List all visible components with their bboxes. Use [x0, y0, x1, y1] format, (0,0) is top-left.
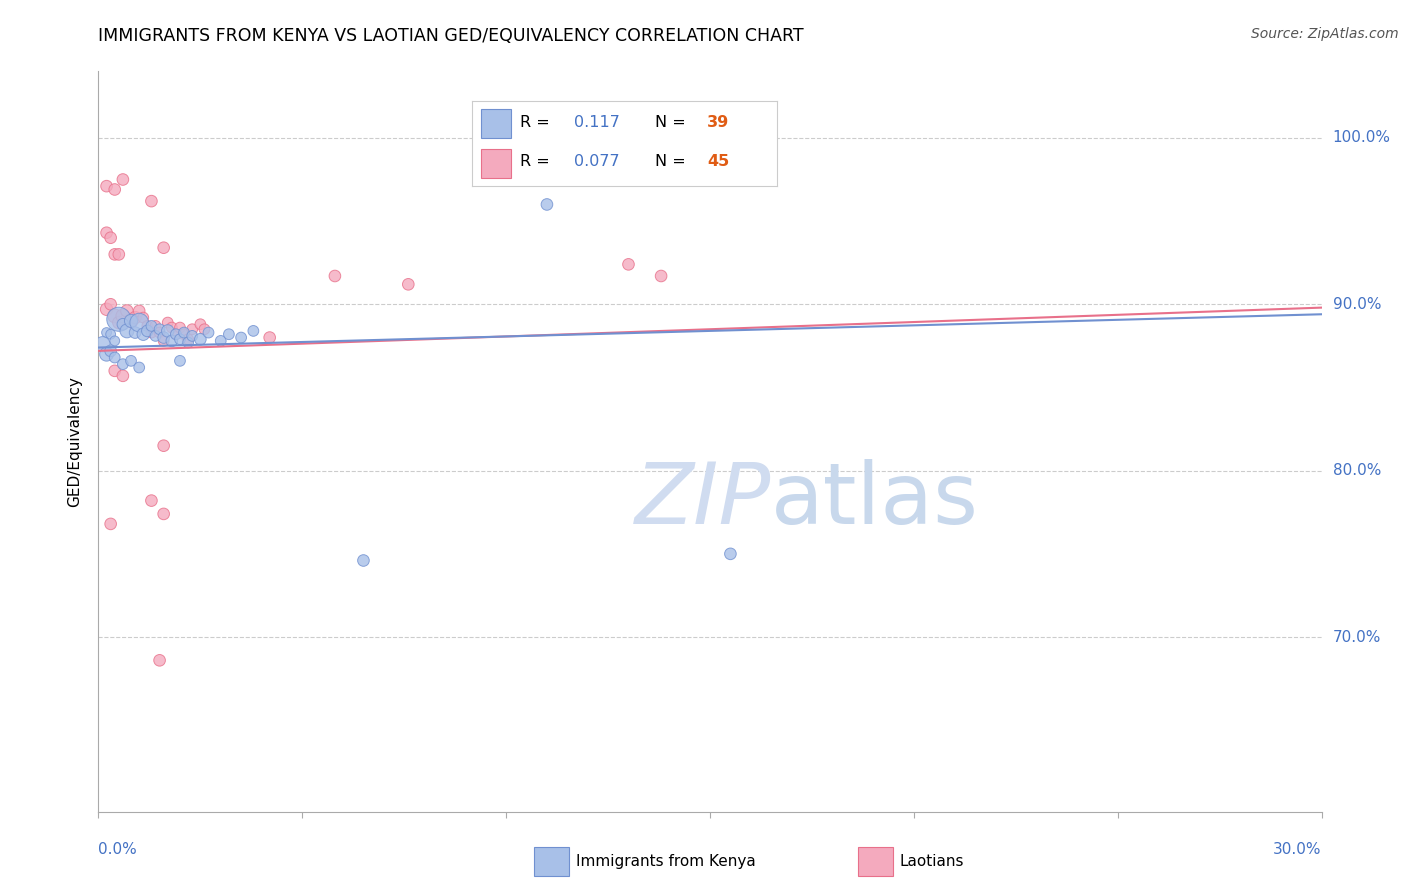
Point — [128, 316, 150, 330]
Point — [96, 302, 118, 317]
Point — [152, 439, 174, 453]
Point — [160, 334, 183, 348]
Point — [323, 268, 346, 283]
Point — [181, 329, 204, 343]
Point — [209, 334, 232, 348]
Point — [149, 653, 172, 667]
Point — [100, 297, 122, 311]
Point — [165, 327, 187, 342]
Text: 80.0%: 80.0% — [1333, 463, 1381, 478]
Point — [169, 332, 191, 346]
Point — [141, 318, 163, 333]
Text: 0.0%: 0.0% — [98, 842, 138, 857]
Point — [617, 257, 640, 271]
Point — [120, 354, 142, 368]
Point — [718, 547, 742, 561]
Text: atlas: atlas — [772, 459, 979, 542]
Point — [173, 326, 195, 340]
Point — [108, 316, 131, 330]
Point — [145, 329, 167, 343]
Text: 30.0%: 30.0% — [1274, 842, 1322, 857]
Text: 100.0%: 100.0% — [1333, 130, 1391, 145]
Point — [160, 320, 183, 334]
Point — [231, 330, 253, 344]
Point — [96, 347, 118, 361]
Point — [152, 334, 174, 348]
Point — [169, 354, 191, 368]
Point — [177, 332, 200, 346]
Point — [149, 322, 172, 336]
Point — [177, 335, 200, 350]
Point — [156, 316, 179, 330]
Point — [132, 310, 155, 325]
Point — [242, 324, 264, 338]
Point — [141, 493, 163, 508]
Point — [352, 553, 374, 567]
Point — [396, 277, 419, 292]
Point — [111, 357, 134, 371]
Point — [111, 318, 134, 332]
Point — [156, 324, 179, 338]
Point — [124, 326, 146, 340]
Point — [120, 314, 142, 328]
Point — [141, 194, 163, 208]
Point — [91, 337, 114, 351]
Point — [149, 326, 172, 340]
Text: ZIP: ZIP — [636, 459, 772, 542]
Point — [108, 312, 131, 326]
Point — [128, 304, 150, 318]
Point — [136, 318, 159, 333]
Point — [188, 318, 212, 332]
Point — [165, 327, 187, 342]
Point — [536, 197, 558, 211]
Text: IMMIGRANTS FROM KENYA VS LAOTIAN GED/EQUIVALENCY CORRELATION CHART: IMMIGRANTS FROM KENYA VS LAOTIAN GED/EQU… — [98, 27, 804, 45]
Point — [96, 226, 118, 240]
Text: Source: ZipAtlas.com: Source: ZipAtlas.com — [1251, 27, 1399, 41]
Point — [173, 327, 195, 342]
Point — [104, 247, 127, 261]
Point — [104, 182, 127, 196]
Point — [128, 360, 150, 375]
Point — [104, 364, 127, 378]
Point — [152, 330, 174, 344]
Point — [218, 327, 240, 342]
Point — [100, 343, 122, 358]
Point — [152, 241, 174, 255]
Point — [104, 309, 127, 323]
Text: 70.0%: 70.0% — [1333, 630, 1381, 645]
Point — [96, 326, 118, 340]
Y-axis label: GED/Equivalency: GED/Equivalency — [66, 376, 82, 507]
Point — [169, 320, 191, 334]
Point — [141, 326, 163, 340]
Text: Immigrants from Kenya: Immigrants from Kenya — [576, 855, 756, 869]
Point — [100, 516, 122, 531]
Point — [132, 327, 155, 342]
Point — [108, 247, 131, 261]
Text: Laotians: Laotians — [900, 855, 965, 869]
Point — [115, 324, 138, 338]
Point — [188, 332, 212, 346]
Point — [111, 172, 134, 186]
Point — [193, 322, 215, 336]
Point — [111, 309, 134, 323]
Point — [152, 507, 174, 521]
Point — [136, 324, 159, 338]
Point — [100, 231, 122, 245]
Point — [259, 330, 281, 344]
Point — [104, 351, 127, 365]
Point — [111, 368, 134, 383]
Text: 90.0%: 90.0% — [1333, 297, 1381, 312]
Point — [197, 326, 219, 340]
Point — [181, 322, 204, 336]
Point — [124, 310, 146, 325]
Point — [115, 304, 138, 318]
Point — [145, 318, 167, 333]
Point — [104, 334, 127, 348]
Point — [650, 268, 672, 283]
Point — [120, 314, 142, 328]
Point — [96, 179, 118, 194]
Point — [100, 327, 122, 342]
